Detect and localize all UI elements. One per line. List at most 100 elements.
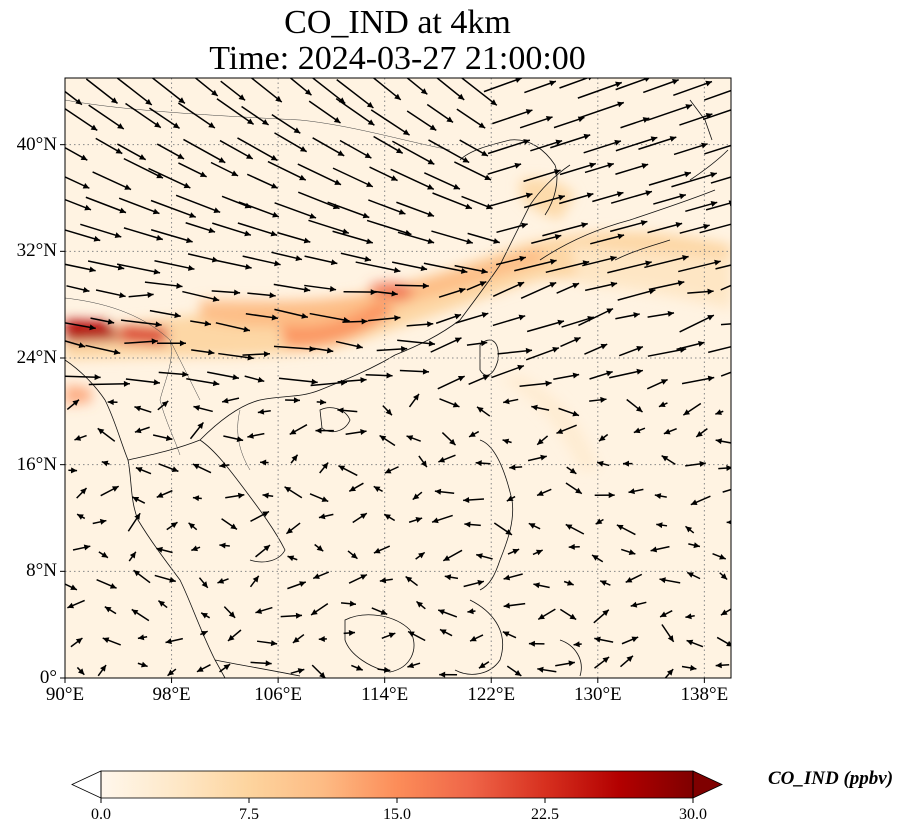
wind-arrow bbox=[559, 78, 590, 89]
wind-arrow-head bbox=[211, 89, 218, 96]
wind-arrow-head bbox=[557, 319, 564, 326]
wind-arrow-head bbox=[197, 422, 204, 429]
wind-arrow-head bbox=[109, 583, 117, 589]
wind-arrow-head bbox=[439, 671, 446, 678]
wind-arrow bbox=[219, 139, 254, 160]
wind-arrow-head bbox=[685, 613, 692, 620]
wind-arrow bbox=[125, 102, 162, 129]
wind-arrow-head bbox=[111, 486, 119, 492]
wind-arrow-head bbox=[728, 200, 731, 207]
wind-arrow-head bbox=[608, 492, 615, 499]
wind-arrow-head bbox=[396, 147, 403, 154]
wind-arrow-head bbox=[429, 124, 437, 131]
wind-arrow bbox=[607, 261, 652, 274]
map-frame bbox=[64, 77, 732, 679]
wind-arrow bbox=[615, 136, 658, 152]
wind-arrow bbox=[671, 172, 718, 188]
wind-arrow bbox=[638, 136, 677, 150]
wind-arrow bbox=[297, 163, 342, 186]
wind-arrow bbox=[578, 307, 614, 327]
wind-arrow-head bbox=[733, 486, 740, 492]
lon-tick-label: 106°E bbox=[254, 684, 302, 705]
wind-arrow-head bbox=[338, 465, 346, 472]
wind-arrow-head bbox=[734, 106, 741, 112]
wind-arrow-head bbox=[333, 117, 341, 123]
wind-arrow-head bbox=[454, 337, 462, 344]
wind-arrow-head bbox=[299, 174, 306, 181]
wind-arrow-head bbox=[420, 265, 428, 272]
wind-arrow-head bbox=[384, 467, 392, 474]
wind-arrow-head bbox=[549, 80, 556, 87]
wind-arrow-head bbox=[503, 574, 511, 581]
wind-arrow-head bbox=[422, 368, 430, 375]
wind-arrow-head bbox=[177, 153, 185, 159]
wind-arrow bbox=[65, 107, 98, 132]
wind-arrow-head bbox=[484, 174, 492, 180]
wind-arrow-head bbox=[329, 285, 337, 292]
wind-arrow-head bbox=[565, 524, 573, 530]
wind-arrow-head bbox=[165, 638, 173, 645]
wind-arrow-head bbox=[636, 368, 643, 375]
wind-arrow-head bbox=[309, 213, 317, 219]
wind-arrow bbox=[720, 323, 731, 326]
wind-arrow bbox=[615, 78, 651, 91]
wind-arrow-head bbox=[165, 435, 173, 441]
wind-arrow bbox=[647, 348, 687, 357]
wind-arrow-head bbox=[131, 609, 139, 616]
wind-arrow-head bbox=[743, 259, 750, 265]
wind-arrow-head bbox=[427, 184, 434, 190]
wind-arrow-head bbox=[385, 408, 392, 416]
colorbar-tick-label: 0.0 bbox=[91, 806, 111, 823]
wind-arrow bbox=[610, 190, 653, 204]
wind-arrow-head bbox=[398, 209, 406, 215]
wind-arrow-head bbox=[697, 340, 705, 347]
wind-arrow bbox=[397, 339, 436, 345]
wind-arrow-head bbox=[208, 349, 215, 356]
wind-arrow-head bbox=[490, 99, 497, 106]
wind-arrow-head bbox=[311, 609, 318, 615]
wind-arrow-head bbox=[734, 141, 741, 147]
wind-arrow-head bbox=[600, 580, 607, 586]
wind-arrow-head bbox=[572, 282, 580, 289]
wind-arrow bbox=[212, 222, 252, 236]
wind-arrow bbox=[523, 195, 566, 209]
lat-tick-label: 32°N bbox=[16, 240, 57, 262]
wind-arrow-head bbox=[360, 574, 367, 580]
wind-arrow-head bbox=[257, 408, 265, 415]
wind-arrow-head bbox=[263, 351, 271, 358]
wind-arrow-head bbox=[481, 312, 489, 318]
wind-arrow-head bbox=[453, 183, 460, 190]
wind-arrow-head bbox=[622, 460, 629, 467]
map-title-line1: CO_IND at 4km bbox=[284, 4, 511, 41]
wind-arrow-head bbox=[192, 463, 200, 470]
wind-arrow-head bbox=[707, 315, 714, 321]
wind-arrow bbox=[237, 137, 278, 162]
wind-arrow-head bbox=[228, 611, 236, 618]
wind-arrow-head bbox=[153, 379, 160, 386]
wind-arrow-head bbox=[462, 156, 470, 163]
wind-arrow-head bbox=[117, 123, 124, 129]
wind-arrow-head bbox=[270, 230, 278, 237]
wind-arrow-head bbox=[172, 122, 180, 129]
wind-arrow bbox=[336, 79, 374, 109]
wind-arrow-head bbox=[134, 405, 142, 412]
wind-arrow bbox=[123, 157, 164, 179]
wind-arrow-head bbox=[67, 602, 75, 609]
wind-arrow-head bbox=[531, 404, 538, 411]
wind-arrow-head bbox=[156, 172, 163, 179]
wind-arrow-head bbox=[301, 312, 308, 319]
wind-arrow-head bbox=[93, 235, 101, 242]
wind-arrow bbox=[309, 312, 350, 322]
wind-arrow-head bbox=[645, 190, 652, 196]
wind-arrow-head bbox=[295, 255, 302, 262]
wind-arrow bbox=[194, 78, 219, 97]
wind-arrow-head bbox=[633, 427, 641, 434]
wind-arrow bbox=[487, 139, 531, 155]
wind-arrow bbox=[118, 197, 160, 215]
wind-arrow-head bbox=[600, 343, 608, 350]
wind-arrow bbox=[523, 169, 561, 183]
wind-arrow-head bbox=[390, 175, 398, 181]
wind-arrow-head bbox=[460, 268, 468, 274]
wind-arrow-head bbox=[505, 529, 512, 535]
wind-arrow bbox=[65, 146, 88, 161]
